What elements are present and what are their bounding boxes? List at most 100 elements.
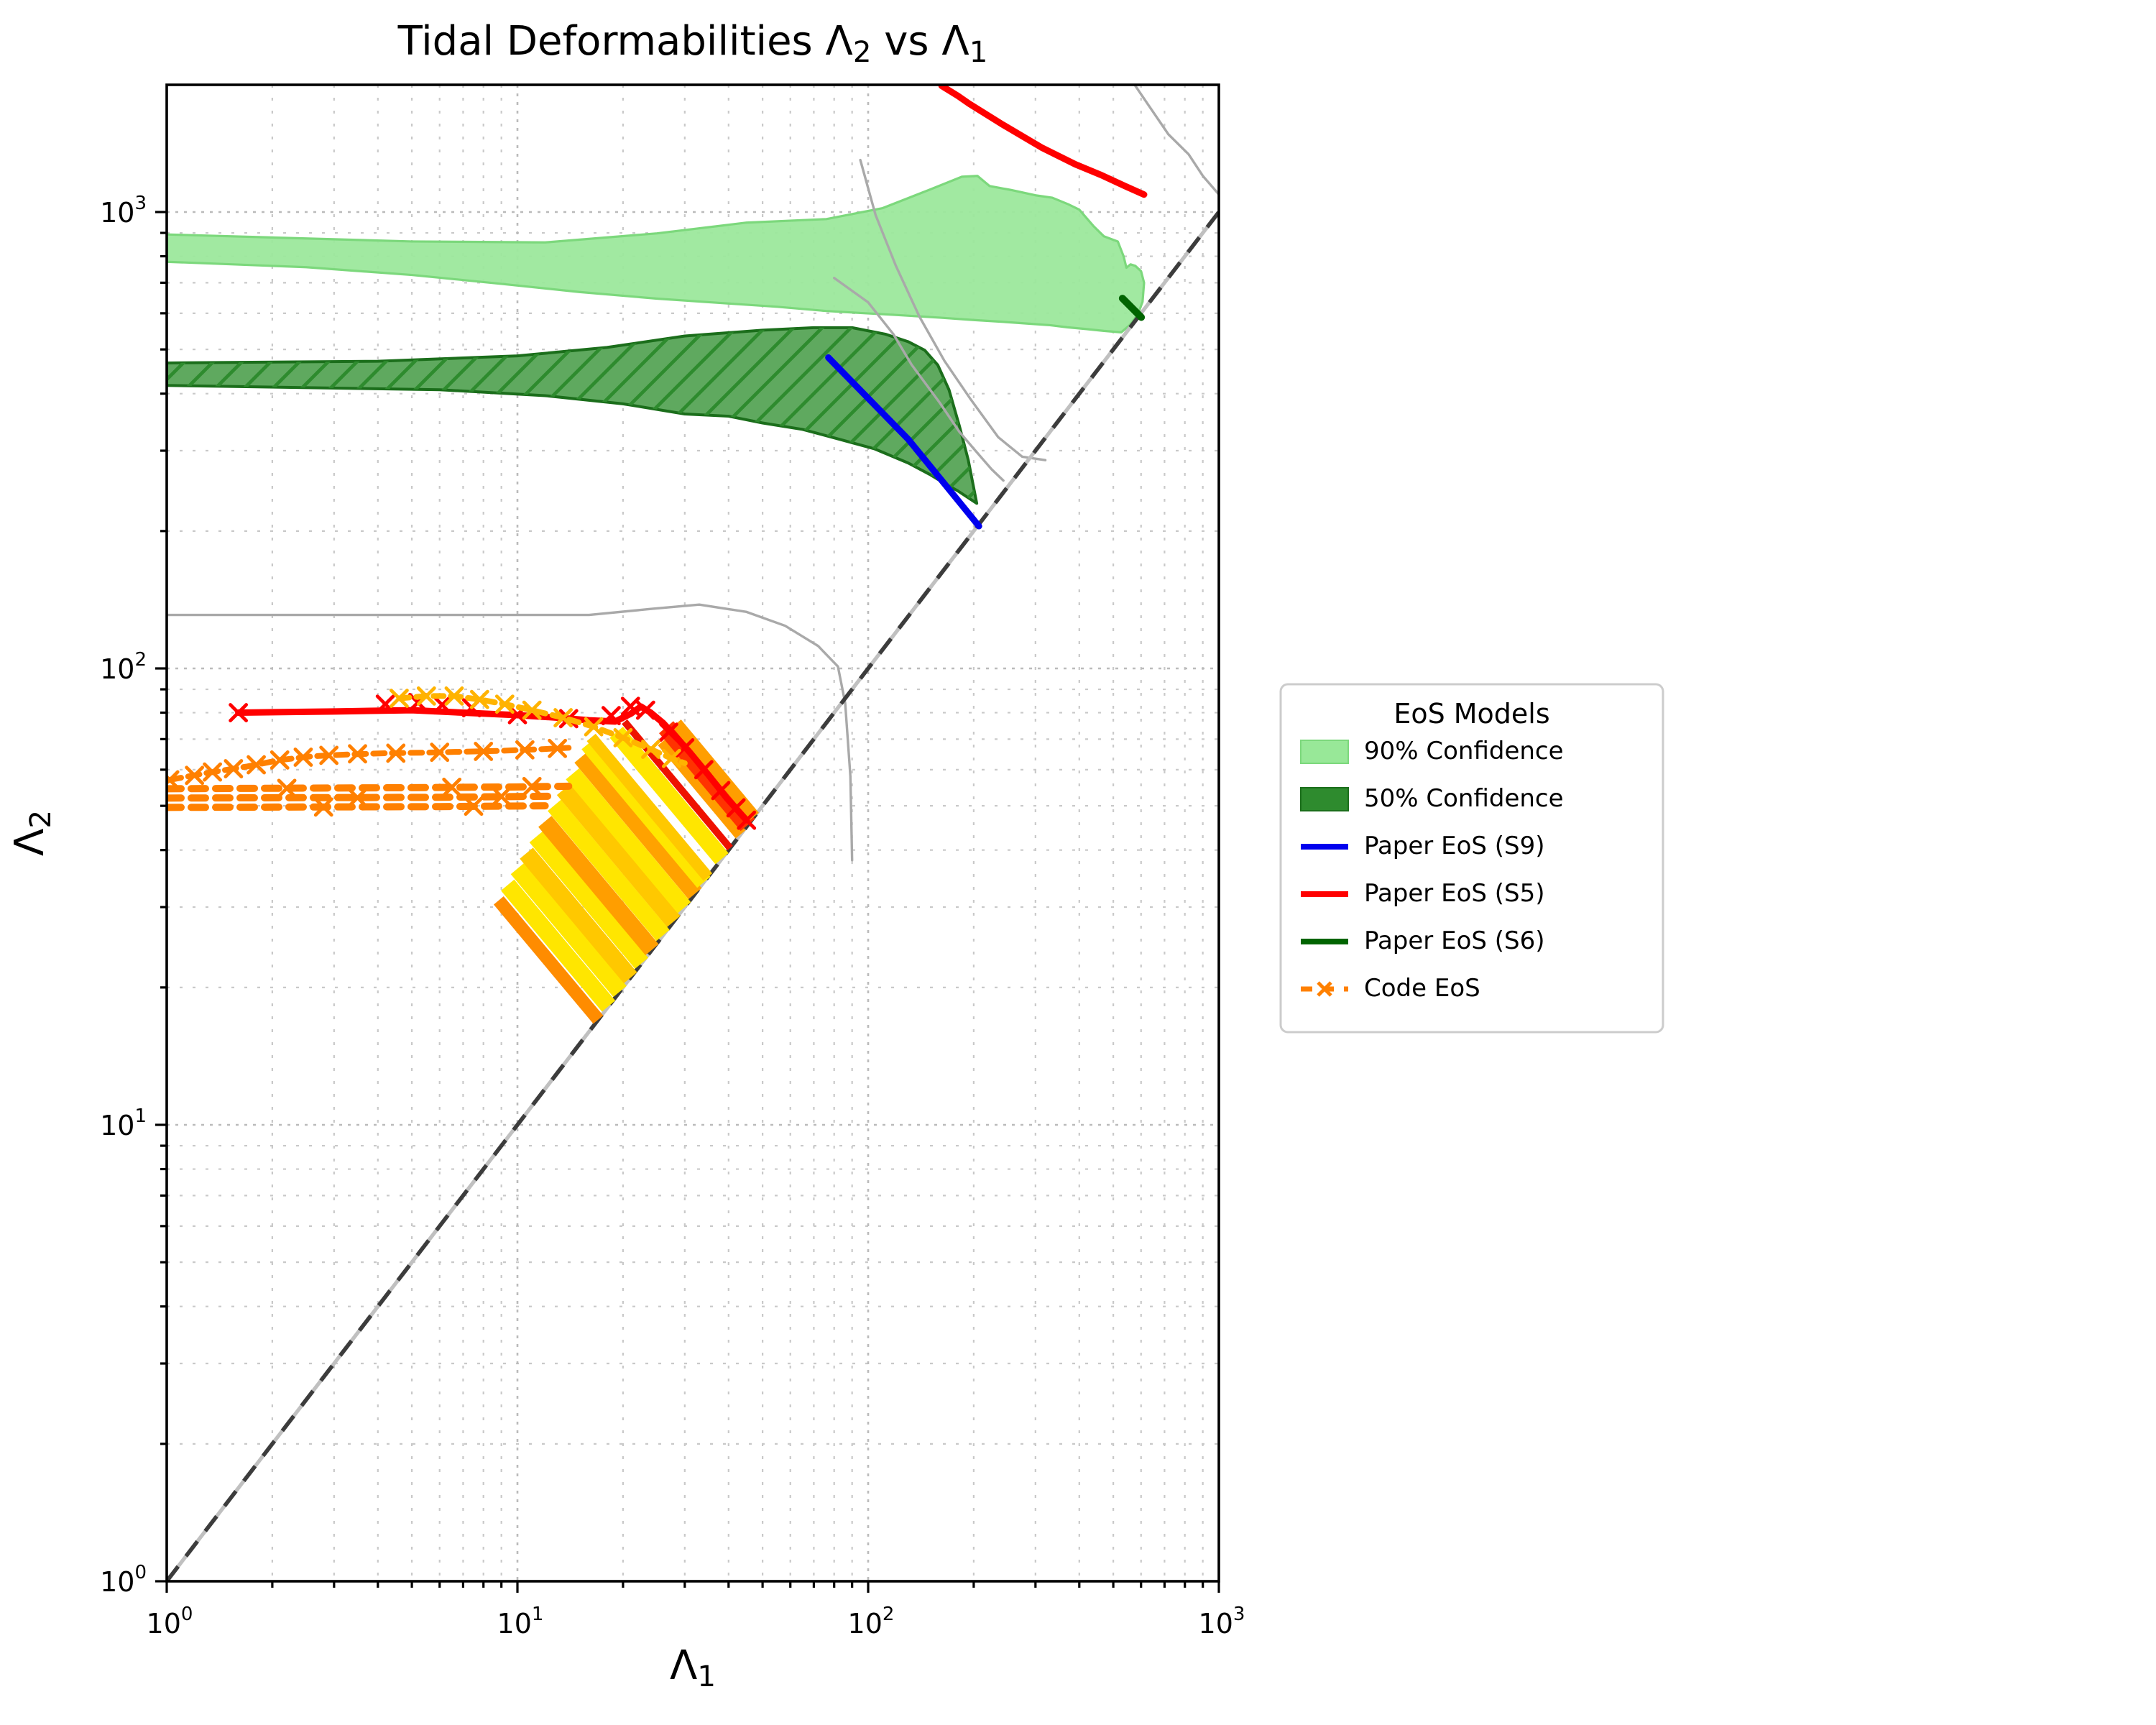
series-marker	[203, 762, 223, 782]
series-marker	[494, 694, 515, 714]
series-code-eos-rising-branch-	[167, 745, 572, 783]
legend-item-label: Paper EoS (S9)	[1364, 832, 1545, 860]
x-tick-label: 100	[147, 1604, 193, 1639]
series-code-eos-branch-5-	[167, 802, 549, 811]
legend: EoS Models 90% Confidence 50% Confidence Pa…	[1279, 683, 1664, 1034]
legend-swatch	[1300, 740, 1349, 764]
series-marker	[469, 689, 489, 709]
eos-stripe	[538, 816, 659, 955]
series-marker	[293, 748, 313, 767]
series-marker	[694, 760, 714, 780]
legend-title: EoS Models	[1393, 698, 1549, 730]
series-marker	[348, 744, 367, 764]
eos-stripe	[529, 831, 649, 969]
legend-box	[1279, 683, 1664, 1034]
series-marker	[319, 745, 339, 765]
eos-stripe	[581, 738, 711, 888]
series-marker	[515, 740, 535, 760]
series-marker	[386, 743, 406, 763]
series-marker	[185, 765, 205, 786]
series-marker	[430, 742, 450, 763]
series-marker	[474, 742, 494, 761]
eos-stripe	[556, 783, 681, 927]
legend-item-label: Paper EoS (S6)	[1364, 926, 1545, 955]
confidence-region-90	[167, 175, 1146, 334]
series-marker	[661, 748, 681, 768]
confidence-region-50-hatch	[167, 327, 977, 504]
series-marker	[553, 708, 573, 727]
axes-spines	[165, 83, 1220, 1583]
x-tick-label: 102	[848, 1604, 895, 1639]
series-marker	[247, 755, 266, 775]
eos-stripe	[609, 727, 729, 865]
eos-stripe	[520, 847, 637, 984]
legend-swatch	[1300, 787, 1349, 811]
series-marker	[522, 700, 542, 720]
legend-item: 90% Confidence	[1300, 737, 1564, 765]
eos-stripe	[574, 751, 702, 900]
series-code-eos-branch-4-	[167, 792, 561, 802]
y-axis-label: Λ2	[6, 810, 57, 856]
series-paper-eos-s5-upper	[938, 85, 1148, 198]
series-marker	[375, 694, 395, 714]
gray-contour-contour-left	[167, 603, 854, 862]
series-marker	[492, 786, 512, 806]
legend-item-label: Paper EoS (S5)	[1364, 879, 1545, 908]
legend-item-label: 90% Confidence	[1364, 737, 1564, 765]
series-marker	[613, 728, 633, 748]
series-marker	[548, 738, 568, 758]
series-marker	[711, 781, 731, 801]
eos-stripe	[510, 862, 627, 998]
axis-ticks: 100 101 102 103 100 101 102 103	[100, 193, 1245, 1639]
y-tick-label: 100	[100, 1562, 147, 1598]
series-marker	[224, 759, 244, 778]
series-marker	[620, 696, 640, 717]
series-marker	[442, 777, 462, 797]
x-tick-label: 103	[1199, 1604, 1245, 1639]
gray-contour-contour-mid-short	[833, 277, 1005, 482]
series-marker	[464, 796, 484, 816]
legend-item-label: 50% Confidence	[1364, 784, 1564, 813]
series-marker	[313, 797, 333, 817]
eos-stripe	[566, 768, 691, 914]
y-tick-label: 102	[100, 649, 147, 685]
gray-contour-contour-top-right	[1134, 85, 1219, 196]
series-paper-eos-s6-	[1118, 295, 1146, 321]
legend-x-marker-icon	[1317, 981, 1332, 997]
series-marker	[584, 717, 604, 737]
series-marker	[737, 810, 757, 830]
series-marker	[229, 703, 249, 722]
eos-stripe	[548, 799, 670, 942]
legend-item: Code EoS	[1301, 974, 1480, 1003]
x-tick-label: 101	[497, 1604, 544, 1639]
series-paper-eos-s5-lower	[235, 703, 750, 824]
eos-stripe	[501, 879, 616, 1012]
y-tick-label: 103	[100, 193, 147, 229]
plot-border	[165, 83, 1220, 1583]
eos-stripe	[586, 733, 713, 881]
series-marker	[675, 738, 695, 758]
y-tick-label: 101	[100, 1105, 147, 1141]
series-marker	[432, 695, 452, 715]
series-marker	[348, 788, 367, 808]
series-marker	[601, 706, 621, 726]
series-marker	[390, 689, 409, 708]
x-axis-label: Λ1	[670, 1642, 716, 1693]
eos-stripe	[493, 896, 604, 1024]
legend-item: Paper EoS (S5)	[1301, 879, 1545, 908]
legend-item-label: Code EoS	[1364, 974, 1480, 1003]
series-marker	[277, 778, 297, 799]
series-marker	[416, 686, 436, 706]
series-marker	[270, 750, 290, 770]
legend-item: Paper EoS (S6)	[1301, 926, 1545, 955]
series-marker	[444, 686, 464, 706]
series-paper-eos-s9-	[825, 354, 982, 530]
chart-title: Tidal Deformabilities Λ2 vs Λ1	[397, 18, 988, 69]
legend-item: Paper EoS (S9)	[1301, 832, 1545, 860]
series-marker	[641, 740, 660, 759]
series-marker	[659, 722, 678, 742]
gray-contour-contour-mid-long	[859, 158, 1047, 461]
legend-item: 50% Confidence	[1300, 784, 1564, 813]
series-marker	[522, 776, 542, 796]
